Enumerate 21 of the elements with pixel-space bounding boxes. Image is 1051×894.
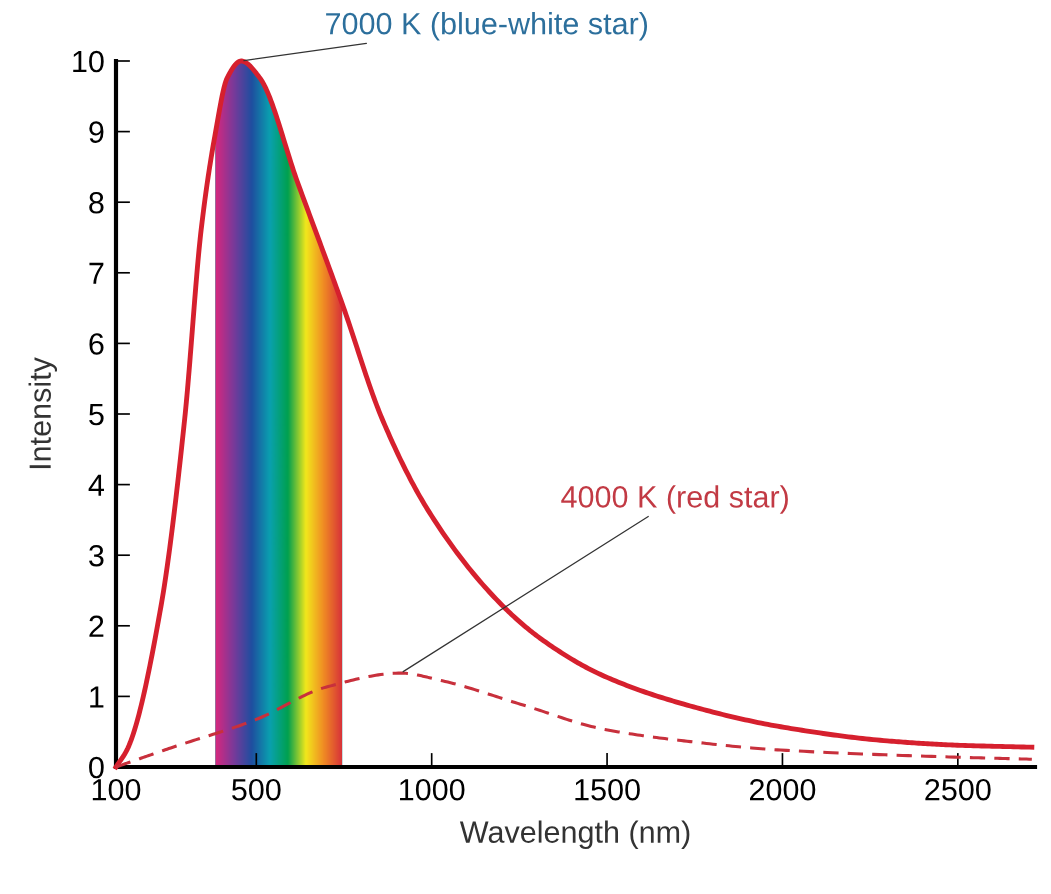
y-tick-label: 9 — [89, 121, 104, 143]
x-tick-label: 2000 — [750, 778, 816, 801]
x-tick-label: 1500 — [575, 778, 640, 801]
annotation: 4000 K (red star) — [561, 485, 788, 514]
x-tick-label: 1000 — [400, 778, 465, 801]
y-tick-label: 8 — [89, 191, 104, 214]
y-tick-label: 2 — [89, 615, 104, 637]
x-tick-label: 100 — [92, 778, 141, 801]
annotation: 7000 K (blue-white star) — [326, 12, 648, 41]
y-tick-label: 6 — [89, 333, 104, 355]
x-axis-title: Wavelength (nm) — [459, 820, 690, 849]
y-tick-label: 0 — [89, 756, 104, 779]
y-tick-label: 4 — [88, 474, 104, 496]
y-axis-title: Intensity — [28, 357, 58, 469]
y-tick-label: 10 — [73, 50, 104, 73]
y-tick-label: 3 — [89, 544, 104, 567]
x-tick-label: 500 — [232, 778, 281, 801]
y-tick-label: 5 — [89, 404, 104, 426]
y-tick-label: 7 — [89, 262, 104, 284]
x-tick-label: 2500 — [925, 778, 991, 801]
y-tick-label: 1 — [90, 686, 104, 708]
